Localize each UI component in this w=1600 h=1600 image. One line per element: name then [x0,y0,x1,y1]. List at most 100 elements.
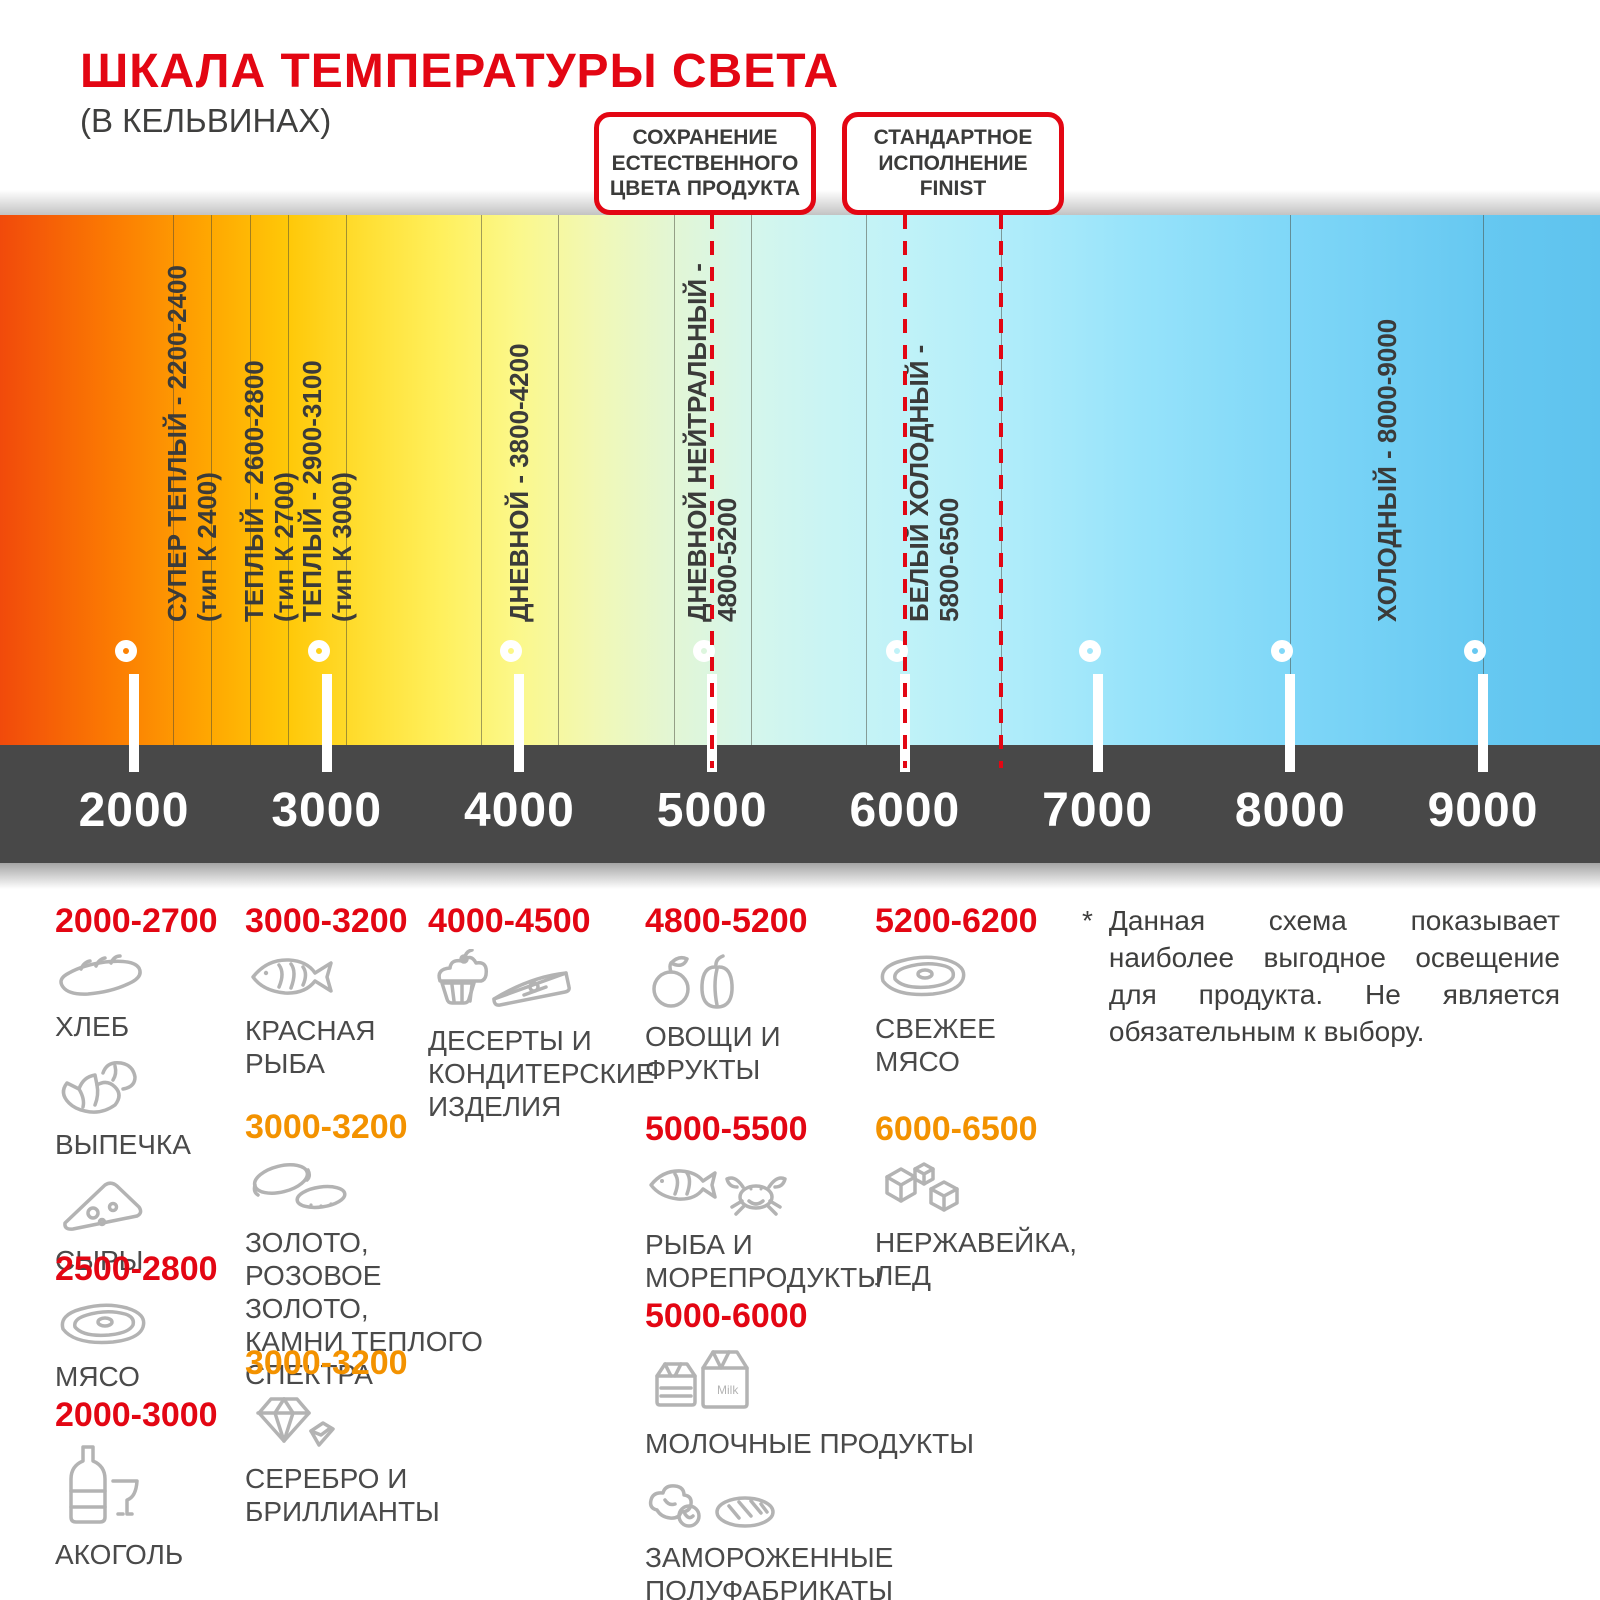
zone-label: ХОЛОДНЫЙ - 8000-9000 [1372,319,1402,622]
fish-icon [245,949,497,1010]
zone-label-sub: (тип К 2700) [268,472,299,622]
zone-boundary-line [288,215,290,745]
zone-label: СУПЕР ТЕПЛЫЙ - 2200-2400 (тип К 2400) [162,265,222,622]
axis-tick-label: 5000 [656,784,768,837]
bottom-shadow-band [0,863,1600,889]
zone-label-sub: (тип К 3000) [326,472,357,622]
axis-tick-label: 4000 [464,784,575,837]
zone-label-sub: 5800-6500 [933,497,964,622]
zone-label-main: ДНЕВНОЙ - 3800-4200 [504,343,535,622]
zone-boundary-line [557,215,559,745]
bread-icon [55,949,245,1006]
frozen-icon [645,1474,975,1537]
scale-marker-stem [514,674,525,772]
category-item-label: ВЫПЕЧКА [55,1129,191,1161]
footnote-asterisk: * [1082,905,1093,936]
scale-marker-stem [321,674,332,772]
category-item: Milk МОЛОЧНЫЕ ПРОДУКТЫ [645,1344,975,1460]
category-group: 5000-5500 РЫБА И МОРЕПРОДУКТЫ [645,1110,975,1308]
fish-seafood-icon [645,1157,975,1224]
axis-tick-label: 2000 [78,784,190,837]
category-item: СЫРЫ [55,1175,245,1277]
vegetables-fruits-icon [645,949,975,1016]
range-label: 4000-4500 [428,902,591,940]
category-group: 5200-6200 СВЕЖЕЕ МЯСО [875,902,1090,1092]
ice-icon [875,1157,1090,1222]
range-label: 3000-3200 [245,1344,408,1382]
zone-boundary-line [673,215,675,745]
category-item: РЫБА И МОРЕПРОДУКТЫ [645,1157,975,1294]
page-subtitle: (В КЕЛЬВИНАХ) [80,102,332,139]
category-item-label: АКОГОЛЬ [55,1539,184,1570]
category-item: ДЕСЕРТЫ И КОНДИТЕРСКИЕ ИЗДЕЛИЯ [428,948,655,1123]
category-item-label: ЗОЛОТО, РОЗОВОЕ ЗОЛОТО, КАМНИ ТЕПЛОГО СП… [245,1227,483,1391]
range-label: 2500-2800 [55,1250,218,1288]
axis-tick-label: 3000 [271,784,383,837]
category-item: ЗОЛОТО, РОЗОВОЕ ЗОЛОТО, КАМНИ ТЕПЛОГО СП… [245,1155,497,1391]
range-label: 4800-5200 [645,902,808,940]
zone-label-main: ДНЕВНОЙ НЕЙТРАЛЬНЫЙ - [682,263,713,622]
scale-marker-pin [500,640,523,662]
category-group: 2500-2800 МЯСО [55,1250,245,1407]
axis-tick-label: 7000 [1042,784,1153,837]
zone-label-main: СУПЕР ТЕПЛЫЙ - 2200-2400 [161,265,192,622]
scale-marker-pin [1271,640,1294,662]
category-group: 5000-6000 Milk МОЛОЧНЫЕ ПРОДУКТЫ ЗАМОРОЖЕНН… [645,1297,975,1600]
zone-boundary-line [172,215,174,745]
range-label: 2000-2700 [55,902,218,940]
svg-text:Milk: Milk [717,1383,739,1397]
category-group: 4000-4500 ДЕСЕРТЫ И КОНДИТЕРСКИЕ ИЗДЕЛИЯ [428,902,655,1137]
scale-marker-pin [1464,640,1486,662]
zone-label-sub: 4800-5200 [712,497,743,622]
highlight-dashed-line [999,215,1004,768]
scale-marker-pin [1078,640,1101,662]
category-item-label: СЕРЕБРО И БРИЛЛИАНТЫ [245,1463,440,1528]
footnote-text: Данная схема показывает наиболее выгодно… [1108,905,1560,1047]
fresh-meat-icon [875,949,1090,1008]
category-item-label: ОВОЩИ И ФРУКТЫ [645,1021,781,1086]
zone-boundary-line [750,215,752,745]
zone-label-main: БЕЛЫЙ ХОЛОДНЫЙ - [903,344,934,622]
zone-label-sub: (тип К 2400) [191,472,222,622]
desserts-icon [428,948,653,1020]
category-item-label: РЫБА И МОРЕПРОДУКТЫ [645,1229,883,1294]
rings-icon [245,1155,497,1222]
category-item: КРАСНАЯ РЫБА [245,949,497,1080]
category-item-label: МЯСО [55,1361,140,1392]
callout-finist-standard-text: СТАНДАРТНОЕ ИСПОЛНЕНИЕ FINIST [873,126,1033,201]
zone-label: ТЕПЛЫЙ - 2600-2800 (тип К 2700) [239,360,299,622]
scale-marker-pin [307,640,330,662]
zone-label-main: ХОЛОДНЫЙ - 8000-9000 [1371,318,1402,622]
milk-icon: Milk [645,1344,975,1423]
highlight-dashed-line [710,215,715,768]
croissant-icon [55,1057,245,1124]
axis-tick-label: 8000 [1234,784,1346,837]
category-item: ЗАМОРОЖЕННЫЕ ПОЛУФАБРИКАТЫ [645,1474,975,1600]
range-label: 3000-3200 [245,1108,408,1146]
range-label: 5000-5500 [645,1110,808,1148]
category-group: 3000-3200 КРАСНАЯ РЫБА [245,902,497,1094]
category-item: НЕРЖАВЕЙКА, ЛЕД [875,1157,1090,1292]
category-item-label: ДЕСЕРТЫ И КОНДИТЕРСКИЕ ИЗДЕЛИЯ [428,1025,655,1123]
kelvin-axis-bar [0,745,1600,863]
scale-marker-stem [129,674,139,772]
axis-tick-label: 6000 [849,784,961,837]
category-group: 2000-3000 АКОГОЛЬ [55,1396,245,1585]
category-item-label: СЫРЫ [55,1245,144,1277]
zone-boundary-line [211,215,213,745]
category-group: 6000-6500 НЕРЖАВЕЙКА, ЛЕД [875,1110,1090,1306]
category-item: МЯСО [55,1297,245,1393]
category-item: ВЫПЕЧКА [55,1057,245,1161]
category-group: 4800-5200 ОВОЩИ И ФРУКТЫ [645,902,975,1100]
category-item: ХЛЕБ [55,949,245,1043]
footnote: * Данная схема показывает наиболее выгод… [1082,903,1560,1051]
category-item-label: МОЛОЧНЫЕ ПРОДУКТЫ [645,1428,975,1459]
category-group: 3000-3200 ЗОЛОТО, РОЗОВОЕ ЗОЛОТО, КАМНИ Т… [245,1108,497,1405]
zone-boundary-line [866,215,868,745]
range-label: 5000-6000 [645,1297,808,1335]
category-group: 3000-3200 СЕРЕБРО И БРИЛЛИАНТЫ [245,1344,497,1542]
category-item: ОВОЩИ И ФРУКТЫ [645,949,975,1086]
zone-boundary-line [249,215,251,745]
category-item: АКОГОЛЬ [55,1443,245,1571]
